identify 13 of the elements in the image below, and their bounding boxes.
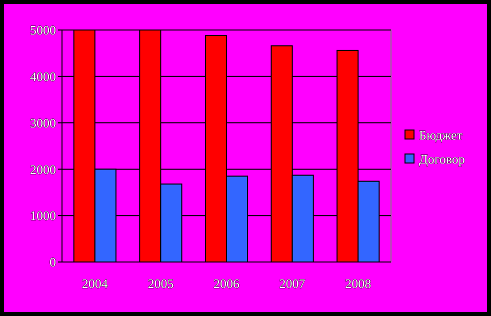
y-tick-label: 0 <box>50 254 56 270</box>
y-tick-label: 2000 <box>30 162 56 177</box>
y-tick-label: 3000 <box>30 115 56 130</box>
x-tick-label: 2008 <box>345 276 372 291</box>
legend-label: Бюджет <box>419 128 463 143</box>
y-tick-label: 5000 <box>30 22 56 38</box>
x-tick-label: 2007 <box>279 276 306 291</box>
y-tick-label: 4000 <box>30 68 56 84</box>
legend-label: Договор <box>419 152 465 167</box>
x-tick-label: 2006 <box>214 276 240 291</box>
x-tick-label: 2004 <box>82 276 108 291</box>
x-tick-label: 2005 <box>148 276 174 291</box>
y-tick-label: 1000 <box>30 208 56 224</box>
